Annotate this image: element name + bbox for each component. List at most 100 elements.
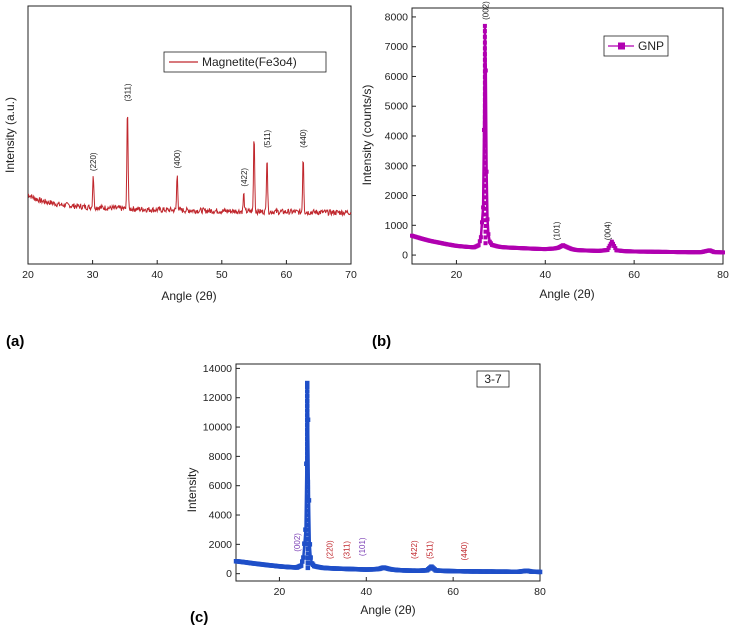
panel-b-y-tick-label: 6000 (385, 71, 409, 83)
panel-b-peak-labels: (002) (101) (004) (481, 1, 612, 240)
panel-c-data-marker (305, 384, 310, 389)
panel-b-y-tick-label: 2000 (385, 190, 409, 202)
panel-a-series-line (27, 116, 352, 217)
panel-b-data-marker (482, 138, 487, 142)
panel-c-legend: 3-7 (476, 370, 510, 388)
panel-b-data-marker (483, 155, 488, 160)
panel-c-data-marker (305, 479, 311, 485)
panel-a-x-tick-label: 40 (151, 269, 163, 281)
panel-c-x-tick-label: 60 (447, 586, 459, 598)
panel-c-y-tick-label: 4000 (209, 510, 233, 522)
panel-b-data-marker (605, 248, 610, 252)
panel-b-markers (410, 23, 725, 255)
panel-a-legend-label: Magnetite(Fe3o4) (202, 55, 297, 69)
panel-b-chart: 20 40 60 80 0 1000 2000 3000 4000 5000 6000 7000 800… (360, 1, 729, 350)
panel-c-label: (c) (190, 609, 208, 626)
panel-b-y-tick-label: 3000 (385, 160, 409, 172)
panel-c-data-marker (305, 446, 310, 451)
panel-b-data-marker (482, 126, 487, 131)
panel-b-x-tick-label: 20 (451, 269, 463, 281)
panel-b-data-marker (483, 201, 488, 206)
panel-c-y-tick-label: 10000 (203, 422, 232, 434)
panel-c-series-line (235, 383, 540, 574)
panel-b-data-marker (483, 160, 488, 165)
panel-b-data-marker (482, 86, 487, 91)
panel-c-frame (235, 363, 541, 582)
panel-b-legend-marker (618, 42, 625, 50)
panel-a-legend: Magnetite(Fe3o4) (163, 51, 327, 73)
panel-b-data-marker (482, 132, 487, 137)
panel-c-data-marker (305, 489, 311, 494)
panel-b-legend-box (603, 35, 669, 57)
panel-c-x-tick-label: 20 (274, 586, 286, 598)
panel-c-y-tick-label: 8000 (209, 451, 233, 463)
panel-c-data-marker (305, 565, 311, 571)
panel-c-data-marker (305, 422, 310, 428)
panel-c-data-marker (302, 541, 307, 546)
panel-c-data-marker (305, 456, 310, 461)
panel-b-data-marker (482, 75, 487, 79)
panel-b-data-marker (482, 63, 487, 68)
panel-c-data-marker (305, 451, 310, 456)
panel-b-x-tick-label: 40 (539, 269, 551, 281)
panel-b-data-marker (483, 172, 488, 177)
panel-a-peak-label: (220) (89, 152, 98, 171)
panel-c-legend-box (476, 370, 510, 388)
panel-b-data-marker (480, 220, 484, 225)
panel-b-data-marker (482, 120, 487, 125)
panel-b-data-marker (482, 80, 487, 85)
panel-b-data-marker (482, 34, 487, 39)
panel-c-data-marker (305, 537, 311, 542)
panel-b-legend: GNP (603, 35, 669, 57)
panel-b-peak-label: (002) (481, 1, 490, 20)
panel-a-peak-label: (400) (173, 149, 182, 168)
panel-b-data-marker (477, 239, 482, 244)
panel-c-data-marker (305, 527, 311, 532)
panel-b-y-label: Intensity (counts/s) (360, 85, 374, 186)
panel-a-y-label: Intensity (a.u.) (3, 97, 17, 173)
panel-c-x-label: Angle (2θ) (360, 603, 415, 617)
panel-c-data-marker (305, 546, 311, 551)
panel-c-data-marker (303, 527, 308, 532)
panel-c-data-marker (305, 380, 310, 386)
panel-c-data-marker (305, 541, 311, 547)
panel-b-y-tick-label: 8000 (385, 11, 409, 23)
panel-c-peak-labels: (002) (220) (311) (101) (422) (511) (440) (293, 533, 469, 561)
panel-c-data-marker (301, 555, 306, 560)
panel-c-data-marker (298, 563, 304, 568)
panel-b-data-marker (483, 212, 488, 217)
panel-b-data-marker (481, 205, 486, 210)
panel-a-peak-labels: (220) (311) (400) (422) (511) (440) (89, 83, 308, 187)
panel-b-data-marker (482, 46, 487, 51)
panel-c-data-marker (305, 460, 310, 466)
panel-b-data-marker (608, 241, 613, 246)
panel-c-y-label: Intensity (185, 468, 199, 513)
panel-b-data-marker (483, 229, 488, 234)
panel-c-y-tick-label: 0 (226, 568, 232, 580)
panel-c-data-marker (305, 532, 311, 537)
panel-a-label: (a) (6, 333, 24, 350)
panel-c-peak-label: (002) (293, 533, 302, 552)
panel-a-peak-label: (311) (124, 83, 133, 101)
panel-c-data-marker (305, 394, 310, 399)
panel-b-data-marker (611, 241, 615, 246)
panel-c-x-tick-label: 80 (534, 586, 546, 598)
panel-b-data-marker (482, 69, 487, 74)
panel-b-label: (b) (372, 333, 391, 350)
panel-c-data-marker (305, 475, 310, 480)
panel-a-x-ticks: 20 30 40 50 60 70 (22, 260, 357, 281)
panel-b-data-marker (482, 23, 487, 28)
panel-a-x-tick-label: 30 (87, 269, 99, 281)
panel-c-data-marker (305, 494, 311, 499)
panel-b-data-marker (483, 143, 488, 148)
panel-a-peak-label: (422) (240, 168, 249, 187)
panel-c-peak-label: (311) (343, 541, 352, 559)
panel-c-y-tick-label: 12000 (203, 392, 232, 404)
panel-b-data-marker (484, 169, 489, 174)
panel-a-x-tick-label: 50 (216, 269, 228, 281)
panel-a-x-tick-label: 60 (281, 269, 293, 281)
panel-b-data-marker (482, 92, 487, 97)
panel-a-peak-label: (511) (263, 129, 272, 147)
panel-b-x-tick-label: 80 (717, 269, 729, 281)
